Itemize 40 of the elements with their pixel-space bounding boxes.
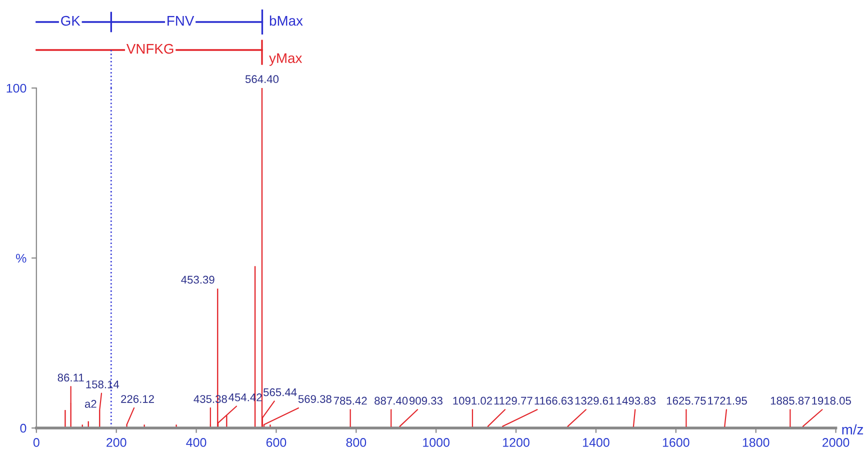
x-tick-label: 2000: [822, 438, 850, 447]
x-tick-label: 1200: [503, 438, 530, 447]
x-tick-label: 400: [186, 438, 206, 447]
x-tick-label: 1400: [583, 438, 610, 447]
annotation: 1129.77: [494, 396, 532, 405]
annotation: 1625.75: [666, 396, 706, 405]
x-tick-label: 200: [106, 438, 126, 447]
annotation: 86.11: [58, 374, 84, 382]
annotation: a2: [84, 400, 96, 408]
x-axis-title: m/z: [842, 424, 864, 435]
x-tick-label: 1800: [742, 438, 770, 447]
annotation: 1918.05: [812, 396, 851, 405]
annotation: 1493.83: [616, 396, 656, 405]
text: GK: [61, 16, 80, 26]
annotation: 1885.87: [770, 396, 810, 405]
annotation: 909.33: [410, 396, 442, 405]
annotation: 158.14: [86, 380, 120, 388]
annotation: 887.40: [374, 396, 408, 405]
annotation: 1329.61: [575, 396, 614, 405]
x-tick-label: 0: [33, 438, 40, 447]
annotation: 1091.02: [453, 396, 492, 405]
y-tick-label: %: [16, 254, 26, 263]
annotation: 785.42: [334, 396, 367, 405]
annotation: 1721.95: [708, 396, 747, 405]
annotation: 453.39: [181, 276, 214, 284]
annotation: 226.12: [121, 395, 154, 403]
annotation: 569.38: [298, 395, 332, 403]
x-tick-label: 600: [266, 438, 286, 447]
annotation: 564.40: [245, 75, 279, 84]
x-tick-label: 1600: [662, 438, 690, 447]
x-tick-label: 800: [346, 438, 366, 447]
y-tick-label: 0: [20, 424, 26, 433]
text: VNFKG: [126, 44, 174, 54]
text: FNV: [168, 16, 194, 26]
annotation: 1166.63: [534, 396, 573, 405]
y-tick-label: 100: [6, 84, 26, 93]
text: bMax: [270, 16, 303, 26]
annotation: 565.44: [264, 388, 297, 396]
text: yMax: [269, 53, 302, 66]
x-tick-label: 1000: [423, 438, 450, 447]
